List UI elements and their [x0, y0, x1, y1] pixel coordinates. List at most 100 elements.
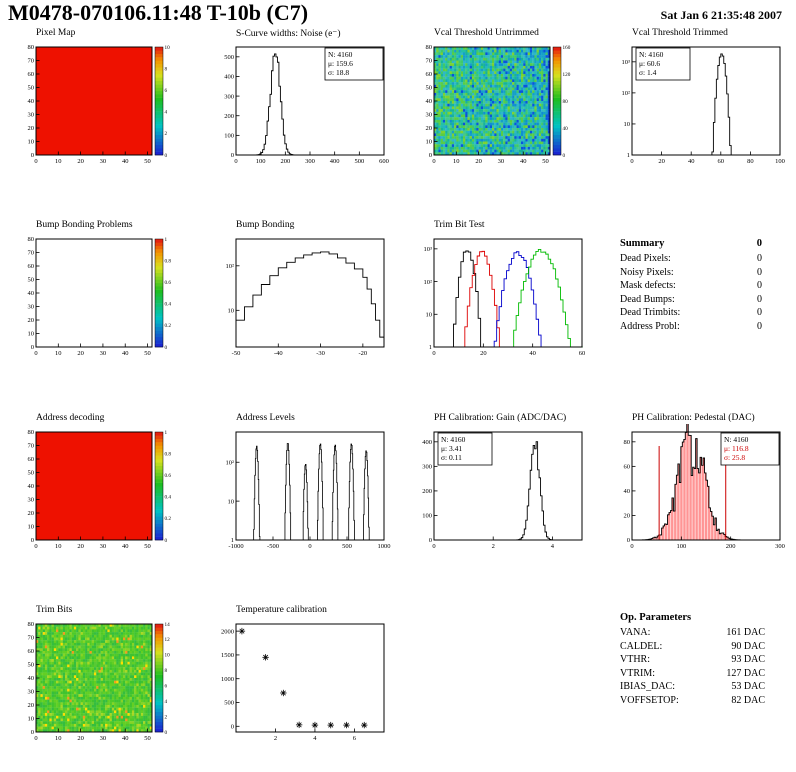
svg-text:10: 10 — [55, 735, 62, 742]
svg-text:60: 60 — [28, 648, 35, 655]
svg-text:200: 200 — [224, 113, 234, 120]
svg-text:6: 6 — [353, 735, 357, 742]
op-parameters-title: Op. Parameters — [620, 612, 692, 623]
panel-ph-gain: PH Calibration: Gain (ADC/DAC) 0 2 4 0 100 20… — [406, 413, 602, 577]
panel-vcal-untrimmed: Vcal Threshold Untrimmed 0 10 20 30 40 50 0 10 2… — [406, 28, 602, 192]
svg-text:σ: 18.8: σ: 18.8 — [328, 68, 349, 77]
svg-text:20: 20 — [77, 158, 84, 165]
svg-text:40: 40 — [624, 488, 631, 495]
svg-text:400: 400 — [330, 158, 340, 165]
svg-text:0.4: 0.4 — [165, 302, 172, 308]
svg-text:10: 10 — [28, 524, 35, 531]
svg-text:50: 50 — [28, 277, 35, 284]
svg-text:-50: -50 — [232, 350, 241, 357]
op-parameter-value: 127 DAC — [726, 667, 765, 679]
op-parameter-row: VTHR: 93 DAC — [620, 653, 765, 667]
svg-text:0: 0 — [563, 153, 566, 159]
svg-text:2: 2 — [492, 543, 495, 550]
svg-text:500: 500 — [342, 543, 352, 550]
svg-text:60: 60 — [579, 350, 586, 357]
op-parameter-row: VOFFSETOP: 82 DAC — [620, 694, 765, 708]
svg-text:30: 30 — [100, 350, 107, 357]
svg-text:40: 40 — [28, 483, 35, 490]
svg-text:μ: 3.41: μ: 3.41 — [441, 444, 462, 453]
svg-text:80: 80 — [624, 439, 631, 446]
svg-text:10: 10 — [165, 653, 171, 659]
svg-text:30: 30 — [28, 304, 35, 311]
svg-text:500: 500 — [354, 158, 364, 165]
svg-text:0.6: 0.6 — [165, 473, 172, 479]
svg-text:-1000: -1000 — [228, 543, 243, 550]
svg-text:10: 10 — [453, 158, 460, 165]
panel-scurve-noise: S-Curve widths: Noise (e⁻) 0 100 200 300 400… — [208, 28, 404, 192]
svg-text:0: 0 — [31, 729, 34, 736]
svg-text:30: 30 — [28, 689, 35, 696]
svg-text:-40: -40 — [274, 350, 283, 357]
svg-text:40: 40 — [688, 158, 695, 165]
svg-text:200: 200 — [726, 543, 736, 550]
svg-text:0.6: 0.6 — [165, 280, 172, 286]
svg-text:0: 0 — [308, 543, 311, 550]
svg-text:0: 0 — [165, 153, 168, 159]
panel-title: S-Curve widths: Noise (e⁻) — [236, 29, 341, 39]
svg-text:0: 0 — [429, 537, 432, 544]
svg-text:σ: 1.4: σ: 1.4 — [639, 68, 657, 77]
svg-text:60: 60 — [624, 464, 631, 471]
panel-title: Bump Bonding — [236, 220, 295, 230]
svg-text:50: 50 — [28, 85, 35, 92]
svg-text:10: 10 — [426, 311, 433, 318]
svg-text:100: 100 — [422, 513, 432, 520]
svg-text:10: 10 — [228, 308, 235, 315]
svg-text:500: 500 — [224, 54, 234, 61]
trim-bit-test-chart: 0 20 40 60 1 10 10² 10³ — [424, 238, 586, 357]
bump-bonding-chart: -50 -40 -30 -20 10 10² — [226, 238, 385, 357]
panel-bump-bonding-problems: Bump Bonding Problems 0 10 20 30 40 50 0 10 20 30… — [8, 220, 204, 384]
svg-text:120: 120 — [563, 72, 571, 78]
svg-text:0: 0 — [231, 723, 234, 730]
svg-text:0: 0 — [234, 158, 237, 165]
svg-text:300: 300 — [775, 543, 785, 550]
svg-text:160: 160 — [563, 45, 571, 51]
summary-row: Dead Pixels: 0 — [620, 252, 762, 266]
svg-text:0: 0 — [34, 158, 37, 165]
svg-text:2: 2 — [165, 714, 168, 720]
svg-text:2: 2 — [165, 131, 168, 137]
panel-title: Temperature calibration — [236, 605, 327, 615]
summary-row: Address Probl: 0 — [620, 320, 762, 334]
svg-text:0.8: 0.8 — [165, 451, 172, 457]
op-parameter-value: 93 DAC — [731, 654, 765, 665]
svg-text:-30: -30 — [316, 350, 325, 357]
temperature-calibration-chart: 2 4 6 0 500 1000 1500 2000 — [221, 623, 385, 742]
address-levels-chart: -1000 -500 0 500 1000 1 10 10² — [226, 431, 391, 550]
svg-text:10: 10 — [55, 158, 62, 165]
svg-text:20: 20 — [77, 543, 84, 550]
svg-text:40: 40 — [426, 98, 433, 105]
svg-text:0: 0 — [429, 152, 432, 159]
svg-text:10³: 10³ — [622, 59, 631, 66]
svg-text:40: 40 — [28, 675, 35, 682]
svg-text:0.2: 0.2 — [165, 323, 172, 329]
summary-title: Summary — [620, 238, 665, 249]
panel-bump-bonding: Bump Bonding -50 -40 -30 -20 10 10² — [208, 220, 404, 384]
svg-text:50: 50 — [144, 350, 151, 357]
op-parameter-value: 161 DAC — [726, 627, 765, 638]
svg-text:0.2: 0.2 — [165, 516, 172, 522]
svg-text:80: 80 — [28, 429, 35, 436]
svg-text:μ: 116.8: μ: 116.8 — [724, 444, 749, 453]
scurve-noise-chart: 0 100 200 300 400 500 600 0 100 200 300 400 500 N: 41… — [224, 46, 389, 165]
op-parameter-row: VANA: 161 DAC — [620, 626, 765, 640]
svg-text:6: 6 — [165, 88, 168, 94]
summary-row-label: Mask defects: — [620, 280, 676, 291]
summary-row: Dead Trimbits: 0 — [620, 306, 762, 320]
panel-trim-bit-test: Trim Bit Test 0 20 40 60 1 10 10² 10³ — [406, 220, 602, 384]
svg-text:0: 0 — [34, 350, 37, 357]
op-parameters-block: Op. Parameters VANA: 161 DAC CALDEL: 90 DA… — [620, 612, 765, 707]
svg-text:1: 1 — [231, 537, 234, 544]
svg-text:20: 20 — [426, 125, 433, 132]
svg-text:20: 20 — [28, 510, 35, 517]
svg-text:80: 80 — [563, 99, 569, 105]
svg-text:0: 0 — [627, 537, 630, 544]
svg-text:80: 80 — [747, 158, 754, 165]
